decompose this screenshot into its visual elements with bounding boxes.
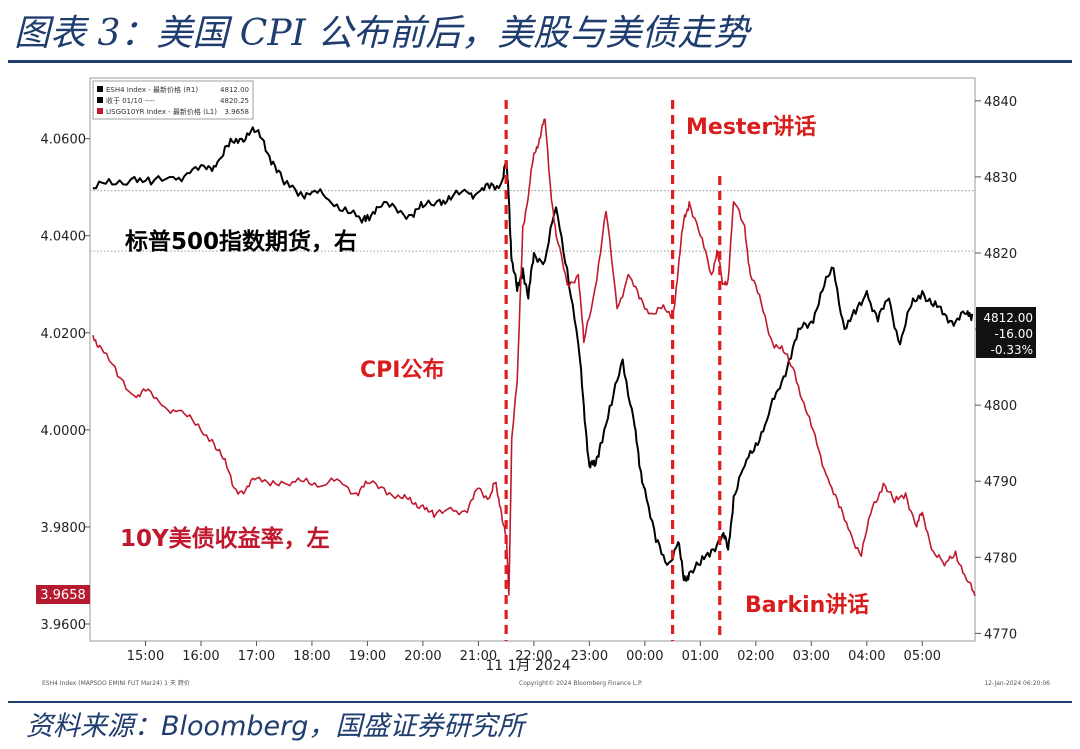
right-tick-label: 4840: [984, 95, 1017, 110]
plot-area: [89, 77, 976, 642]
legend-swatch-yield: [97, 108, 103, 114]
x-tick-label: 00:00: [626, 649, 663, 664]
legend-value-close: 4820.25: [220, 97, 249, 105]
left-tick-label: 4.0600: [41, 133, 87, 148]
x-tick-label: 16:00: [182, 649, 219, 664]
annotation-cpi: CPI公布: [360, 357, 444, 383]
right-tick-label: 4780: [984, 551, 1017, 566]
left-current-value-box: 3.9658: [36, 585, 90, 604]
series-line-spx: [92, 126, 974, 582]
left-tick-label: 3.9600: [41, 618, 87, 633]
right-tick-label: 4790: [984, 475, 1017, 490]
annotation-yield: 10Y美债收益率，左: [120, 525, 330, 552]
x-tick-label: 18:00: [293, 649, 330, 664]
right-current-value-box: 4812.00 -16.00 -0.33%: [976, 307, 1036, 358]
source-brand: Bloomberg: [161, 711, 309, 742]
x-tick-label: 22:00: [515, 649, 552, 664]
x-tick-label: 03:00: [793, 649, 830, 664]
chart-legend: ESH4 Index - 最新价格 (R1) 4812.00 收于 01/10 …: [92, 80, 254, 120]
title-rule: [8, 60, 1072, 63]
left-current-value: 3.9658: [40, 588, 86, 603]
annotation-spx: 标普500指数期货，右: [125, 228, 357, 255]
legend-value-spx: 4812.00: [220, 86, 249, 94]
x-date-label: 11 1月 2024: [485, 658, 570, 674]
right-current-price: 4812.00: [983, 311, 1033, 325]
footer-left: ESH4 Index (MAPSOO EMINI FUT Mar24) 1 天 …: [42, 679, 190, 687]
footer-right: 12-Jan-2024 06:20:06: [984, 680, 1050, 687]
right-tick-label: 4830: [984, 171, 1017, 186]
x-tick-label: 19:00: [349, 649, 386, 664]
line-chart: 4.0600 4.0400 4.0200 4.0000 3.9800 3.9600 484…: [36, 77, 1050, 687]
figure-title: 图表 3：美国 CPI 公布前后，美股与美债走势: [14, 13, 750, 54]
right-current-pct: -0.33%: [991, 343, 1033, 357]
legend-value-yield: 3.9658: [225, 108, 250, 116]
x-tick-label: 02:00: [737, 649, 774, 664]
left-tick-label: 4.0000: [41, 424, 87, 439]
source-note: 资料来源：Bloomberg，国盛证券研究所: [26, 704, 524, 743]
legend-label-spx: ESH4 Index - 最新价格 (R1): [106, 85, 198, 94]
x-tick-label: 20:00: [404, 649, 441, 664]
annotation-barkin: Barkin讲话: [745, 593, 869, 618]
x-tick-label: 05:00: [904, 649, 941, 664]
legend-label-yield: USGG10YR Index - 最新价格 (L1): [106, 107, 217, 116]
right-tick-label: 4770: [984, 627, 1017, 642]
x-tick-label: 23:00: [571, 649, 608, 664]
right-current-change: -16.00: [994, 327, 1033, 341]
x-tick-label: 17:00: [238, 649, 275, 664]
x-tick-label: 01:00: [682, 649, 719, 664]
x-tick-label: 15:00: [127, 649, 164, 664]
annotation-mester: Mester讲话: [686, 115, 816, 140]
legend-label-close: 收于 01/10 ----: [106, 96, 155, 105]
left-tick-label: 4.0200: [41, 327, 87, 342]
right-tick-label: 4820: [984, 247, 1017, 262]
left-tick-label: 3.9800: [41, 521, 87, 536]
legend-swatch-spx: [97, 86, 103, 92]
source-suffix: ，国盛证券研究所: [308, 711, 525, 742]
source-prefix: 资料来源：: [26, 711, 161, 742]
x-tick-label: 04:00: [848, 649, 885, 664]
right-tick-label: 4800: [984, 399, 1017, 414]
footer-center: Copyright© 2024 Bloomberg Finance L.P.: [519, 680, 643, 687]
series-line-yield: [92, 118, 976, 597]
left-tick-label: 4.0400: [41, 230, 87, 245]
source-rule: [8, 701, 1072, 703]
x-tick-label: 21:00: [460, 649, 497, 664]
legend-swatch-close: [97, 97, 103, 103]
